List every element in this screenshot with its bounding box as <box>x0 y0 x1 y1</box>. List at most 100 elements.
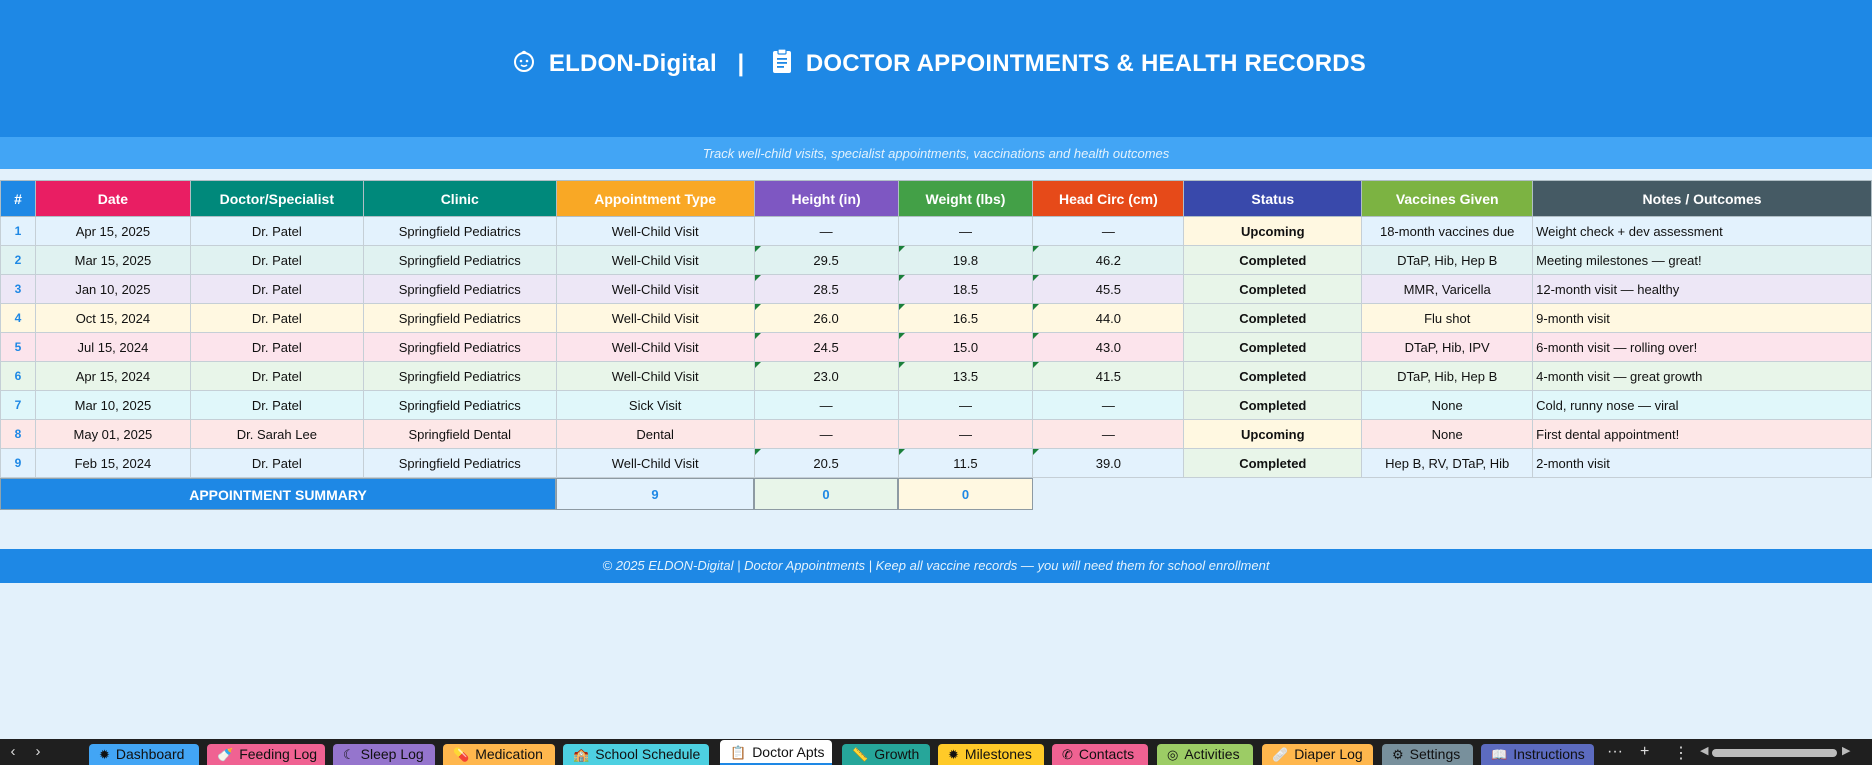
status-cell[interactable]: Completed <box>1183 303 1363 333</box>
row-number[interactable]: 4 <box>0 303 36 333</box>
row-number[interactable]: 8 <box>0 419 36 449</box>
tab-dashboard[interactable]: ✹ Dashboard <box>89 744 199 765</box>
summary-count-cell[interactable]: 9 <box>556 478 754 510</box>
row-number[interactable]: 5 <box>0 332 36 362</box>
clinic-cell[interactable]: Springfield Pediatrics <box>362 390 557 420</box>
clinic-cell[interactable]: Springfield Pediatrics <box>362 274 557 304</box>
status-cell[interactable]: Upcoming <box>1183 216 1363 246</box>
clinic-cell[interactable]: Springfield Pediatrics <box>362 216 557 246</box>
status-cell[interactable]: Completed <box>1183 390 1363 420</box>
scroll-left-icon[interactable]: ◀ <box>1700 745 1709 757</box>
tab-feeding-log[interactable]: 🍼 Feeding Log <box>207 744 325 765</box>
weight-cell[interactable]: — <box>897 390 1034 420</box>
height-cell[interactable]: 23.0 <box>753 361 899 391</box>
date-cell[interactable]: Feb 15, 2024 <box>34 448 191 478</box>
column-header[interactable]: Head Circ (cm) <box>1032 180 1185 217</box>
head-circ-cell[interactable]: — <box>1032 390 1185 420</box>
appointment-type-cell[interactable]: Well-Child Visit <box>555 448 755 478</box>
clinic-cell[interactable]: Springfield Pediatrics <box>362 361 557 391</box>
summary-value-3-cell[interactable]: 0 <box>898 478 1033 510</box>
column-header[interactable]: Clinic <box>362 180 557 217</box>
notes-cell[interactable]: 6-month visit — rolling over! <box>1532 332 1872 362</box>
more-tabs-button[interactable]: ··· <box>1607 743 1623 760</box>
row-number[interactable]: 6 <box>0 361 36 391</box>
notes-cell[interactable]: 2-month visit <box>1532 448 1872 478</box>
height-cell[interactable]: — <box>753 390 899 420</box>
tab-next-button[interactable]: › <box>35 743 41 760</box>
notes-cell[interactable]: 9-month visit <box>1532 303 1872 333</box>
row-number[interactable]: 3 <box>0 274 36 304</box>
row-number[interactable]: 7 <box>0 390 36 420</box>
doctor-cell[interactable]: Dr. Patel <box>189 448 364 478</box>
appointment-type-cell[interactable]: Well-Child Visit <box>555 332 755 362</box>
clinic-cell[interactable]: Springfield Pediatrics <box>362 303 557 333</box>
head-circ-cell[interactable]: 44.0 <box>1032 303 1185 333</box>
date-cell[interactable]: Jan 10, 2025 <box>34 274 191 304</box>
column-header[interactable]: Notes / Outcomes <box>1532 180 1872 217</box>
row-number[interactable]: 9 <box>0 448 36 478</box>
scroll-right-icon[interactable]: ▶ <box>1842 745 1851 757</box>
weight-cell[interactable]: — <box>897 419 1034 449</box>
tab-milestones[interactable]: ✹ Milestones <box>938 744 1044 765</box>
vaccines-cell[interactable]: Flu shot <box>1361 303 1534 333</box>
head-circ-cell[interactable]: 39.0 <box>1032 448 1185 478</box>
tab-contacts[interactable]: ✆ Contacts <box>1052 744 1148 765</box>
clinic-cell[interactable]: Springfield Dental <box>362 419 557 449</box>
status-cell[interactable]: Upcoming <box>1183 419 1363 449</box>
doctor-cell[interactable]: Dr. Patel <box>189 332 364 362</box>
tab-diaper-log[interactable]: 🩹 Diaper Log <box>1262 744 1373 765</box>
date-cell[interactable]: Apr 15, 2024 <box>34 361 191 391</box>
head-circ-cell[interactable]: 43.0 <box>1032 332 1185 362</box>
column-header[interactable]: Doctor/Specialist <box>189 180 364 217</box>
vaccines-cell[interactable]: None <box>1361 390 1534 420</box>
clinic-cell[interactable]: Springfield Pediatrics <box>362 332 557 362</box>
tab-prev-button[interactable]: ‹ <box>10 743 16 760</box>
height-cell[interactable]: 20.5 <box>753 448 899 478</box>
column-header[interactable]: # <box>0 180 36 217</box>
tab-instructions[interactable]: 📖 Instructions <box>1481 744 1594 765</box>
row-number[interactable]: 2 <box>0 245 36 275</box>
summary-value-2-cell[interactable]: 0 <box>754 478 898 510</box>
summary-label[interactable]: APPOINTMENT SUMMARY <box>0 478 556 510</box>
weight-cell[interactable]: 18.5 <box>897 274 1034 304</box>
vaccines-cell[interactable]: DTaP, Hib, Hep B <box>1361 245 1534 275</box>
clinic-cell[interactable]: Springfield Pediatrics <box>362 245 557 275</box>
head-circ-cell[interactable]: — <box>1032 216 1185 246</box>
status-cell[interactable]: Completed <box>1183 332 1363 362</box>
height-cell[interactable]: 29.5 <box>753 245 899 275</box>
tab-medication[interactable]: 💊 Medication <box>443 744 555 765</box>
height-cell[interactable]: — <box>753 216 899 246</box>
tab-settings[interactable]: ⚙ Settings <box>1382 744 1473 765</box>
doctor-cell[interactable]: Dr. Patel <box>189 361 364 391</box>
height-cell[interactable]: 26.0 <box>753 303 899 333</box>
horizontal-scrollbar[interactable] <box>1712 749 1837 757</box>
head-circ-cell[interactable]: 46.2 <box>1032 245 1185 275</box>
notes-cell[interactable]: Cold, runny nose — viral <box>1532 390 1872 420</box>
date-cell[interactable]: May 01, 2025 <box>34 419 191 449</box>
column-header[interactable]: Appointment Type <box>555 180 755 217</box>
status-cell[interactable]: Completed <box>1183 274 1363 304</box>
tab-activities[interactable]: ◎ Activities <box>1157 744 1253 765</box>
vaccines-cell[interactable]: Hep B, RV, DTaP, Hib <box>1361 448 1534 478</box>
notes-cell[interactable]: 4-month visit — great growth <box>1532 361 1872 391</box>
date-cell[interactable]: Apr 15, 2025 <box>34 216 191 246</box>
tab-sleep-log[interactable]: ☾ Sleep Log <box>333 744 435 765</box>
head-circ-cell[interactable]: 41.5 <box>1032 361 1185 391</box>
appointment-type-cell[interactable]: Well-Child Visit <box>555 274 755 304</box>
doctor-cell[interactable]: Dr. Patel <box>189 274 364 304</box>
column-header[interactable]: Weight (lbs) <box>897 180 1034 217</box>
clinic-cell[interactable]: Springfield Pediatrics <box>362 448 557 478</box>
appointment-type-cell[interactable]: Sick Visit <box>555 390 755 420</box>
vaccines-cell[interactable]: DTaP, Hib, Hep B <box>1361 361 1534 391</box>
date-cell[interactable]: Mar 10, 2025 <box>34 390 191 420</box>
row-number[interactable]: 1 <box>0 216 36 246</box>
tab-doctor-apts[interactable]: 📋 Doctor Apts <box>720 740 832 765</box>
notes-cell[interactable]: First dental appointment! <box>1532 419 1872 449</box>
column-header[interactable]: Vaccines Given <box>1361 180 1534 217</box>
date-cell[interactable]: Jul 15, 2024 <box>34 332 191 362</box>
status-cell[interactable]: Completed <box>1183 245 1363 275</box>
tab-school-schedule[interactable]: 🏫 School Schedule <box>563 744 709 765</box>
appointment-type-cell[interactable]: Well-Child Visit <box>555 303 755 333</box>
column-header[interactable]: Height (in) <box>753 180 899 217</box>
doctor-cell[interactable]: Dr. Patel <box>189 390 364 420</box>
